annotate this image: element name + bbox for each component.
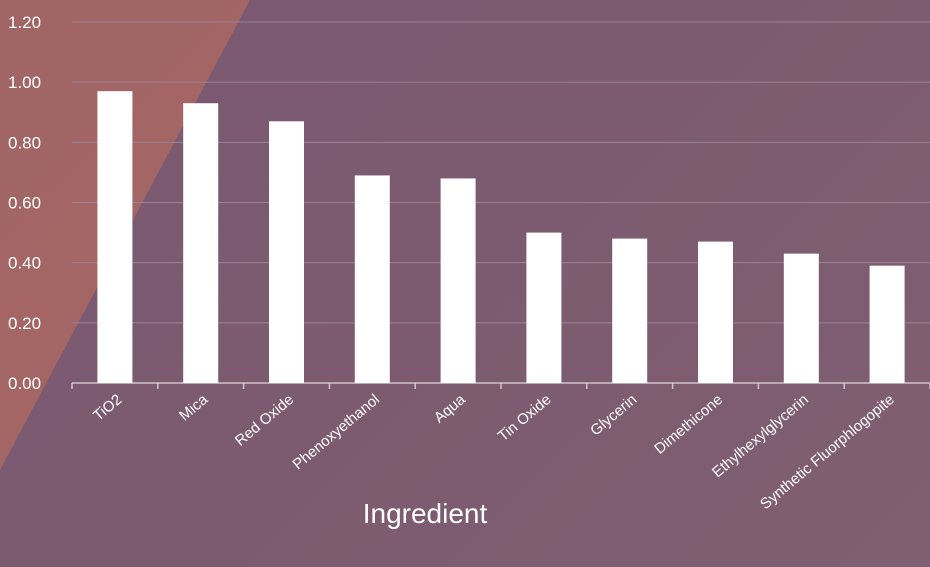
bar-glycerin: [612, 238, 648, 383]
bar-ethylhexylglycerin: [783, 253, 819, 383]
bar-mica: [183, 103, 219, 383]
category-label: Tin Oxide: [495, 391, 555, 445]
y-tick-label: 1.20: [8, 13, 41, 32]
x-axis-title: Ingredient: [363, 498, 488, 529]
bar-phenoxyethanol: [354, 175, 390, 383]
y-axis-ticks: 0.00 0.20 0.40 0.60 0.80 1.00 1.20: [8, 13, 41, 393]
category-label: Dimethicone: [651, 391, 726, 458]
y-tick-label: 0.20: [8, 314, 41, 333]
bar-dimethicone: [698, 241, 733, 383]
category-label: Phenoxyethanol: [290, 391, 383, 473]
bar-aqua: [440, 178, 476, 383]
y-tick-label: 0.60: [8, 194, 41, 213]
category-label: Mica: [176, 391, 212, 425]
category-label: Aqua: [431, 391, 469, 427]
y-tick-label: 0.00: [8, 374, 41, 393]
y-tick-label: 0.40: [8, 254, 41, 273]
bar-tin-oxide: [526, 232, 562, 383]
bar-synthetic-fluorphlogopite: [869, 265, 905, 383]
category-label: Glycerin: [587, 391, 640, 439]
y-tick-label: 1.00: [8, 73, 41, 92]
bar-tio2: [97, 91, 133, 384]
bar-red-oxide: [269, 121, 304, 384]
category-label: TiO2: [90, 391, 125, 425]
bars: [97, 91, 905, 384]
category-label: Red Oxide: [232, 391, 297, 450]
y-tick-label: 0.80: [8, 133, 41, 152]
x-axis-ticks: [71, 383, 930, 389]
